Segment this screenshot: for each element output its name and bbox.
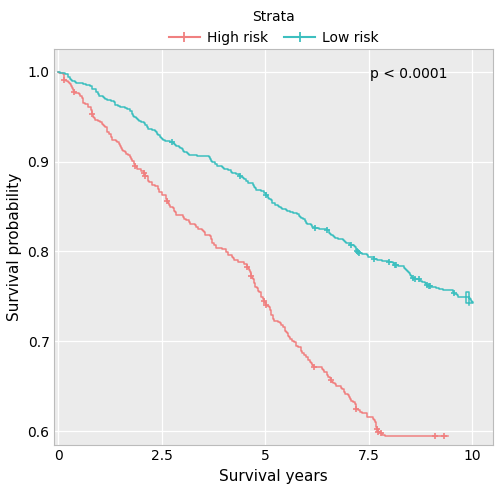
Legend: High risk, Low risk: High risk, Low risk bbox=[164, 5, 384, 51]
Text: p < 0.0001: p < 0.0001 bbox=[370, 67, 448, 81]
X-axis label: Survival years: Survival years bbox=[220, 469, 328, 484]
Y-axis label: Survival probability: Survival probability bbox=[7, 173, 22, 321]
